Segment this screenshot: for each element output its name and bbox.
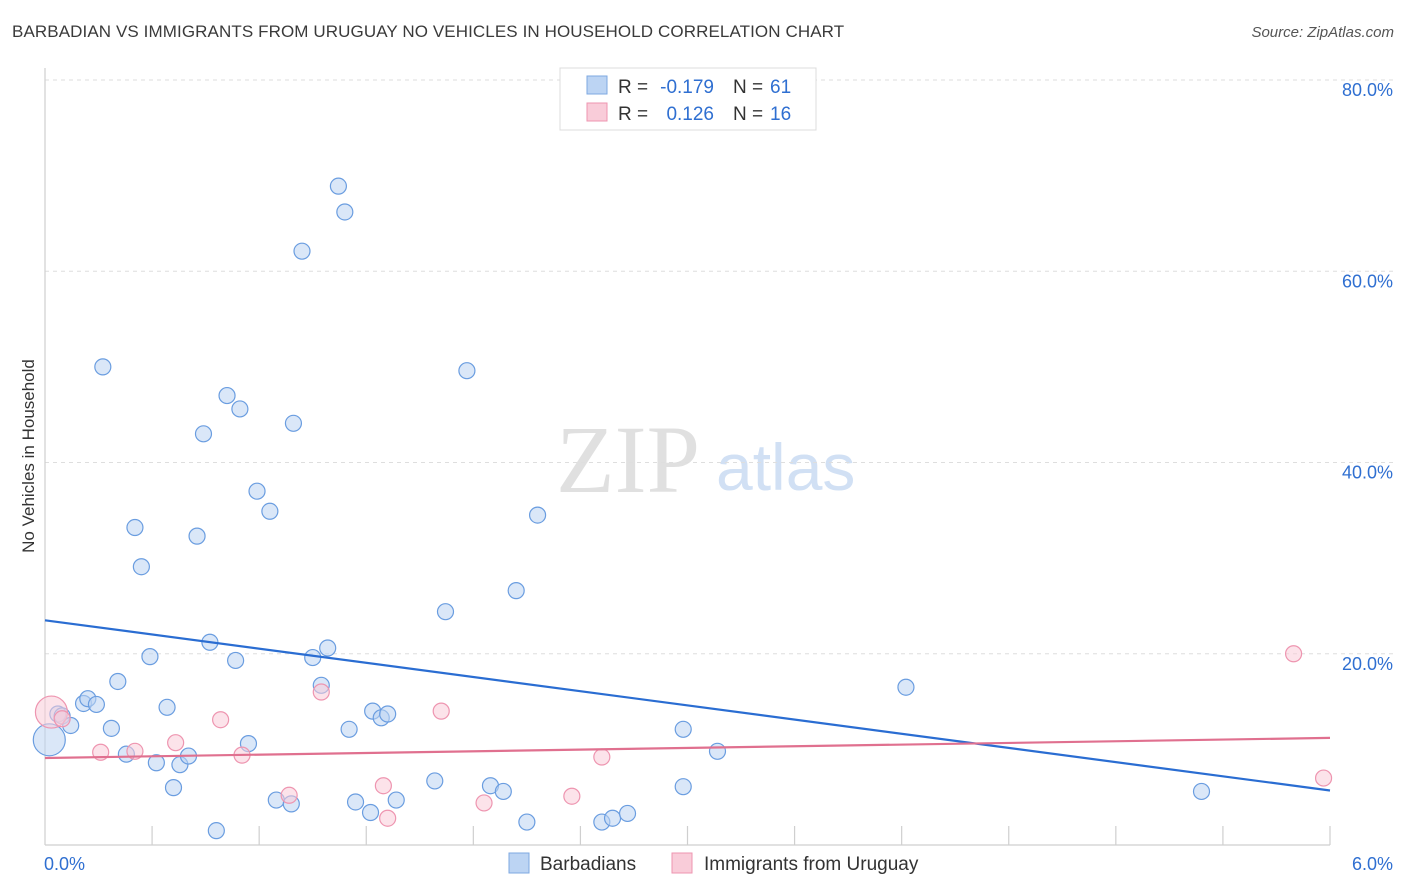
legend-swatch-barbadians: [508, 852, 530, 874]
barbadians-point: [248, 482, 266, 500]
barbadians-point: [458, 362, 476, 380]
barbadians-point: [340, 720, 358, 738]
barbadians-point: [94, 358, 112, 376]
uruguay-point: [379, 809, 397, 827]
barbadians-point: [319, 639, 337, 657]
barbadians-point: [87, 695, 106, 714]
chart-title: BARBADIAN VS IMMIGRANTS FROM URUGUAY NO …: [12, 22, 845, 41]
barbadians-point: [674, 720, 692, 738]
barbadians-point: [109, 672, 127, 691]
series-legend: Barbadians Immigrants from Uruguay: [508, 852, 919, 875]
barbadians-point: [603, 809, 622, 827]
y-tick-label: 20.0%: [1342, 654, 1393, 674]
barbadians-point: [708, 742, 727, 760]
stats-r-value-1: -0.179: [660, 77, 714, 98]
barbadians-point: [897, 678, 915, 696]
uruguay-point: [563, 787, 581, 805]
barbadians-point: [284, 414, 303, 432]
barbadians-point: [293, 242, 311, 260]
stats-swatch-barbadians: [586, 75, 608, 95]
barbadians-point: [218, 386, 236, 405]
uruguay-point: [167, 734, 185, 752]
legend-label-uruguay: Immigrants from Uruguay: [704, 854, 919, 875]
barbadians-point: [346, 793, 365, 811]
watermark-zip: ZIP: [556, 406, 700, 513]
barbadians-point: [261, 502, 279, 520]
stats-n-label-2: N =: [733, 104, 763, 125]
barbadians-point: [436, 603, 455, 621]
barbadians-point: [141, 648, 159, 666]
legend-swatch-uruguay: [671, 852, 693, 874]
y-tick-label: 60.0%: [1342, 271, 1393, 291]
barbadians-trend-line: [44, 619, 1331, 792]
uruguay-point: [432, 702, 450, 720]
barbadians-point: [361, 803, 380, 822]
stats-legend: R = -0.179 N = 61 R = 0.126 N = 16: [559, 67, 817, 131]
barbadians-point: [507, 582, 525, 600]
barbadians-point: [147, 754, 165, 772]
barbadians-point: [207, 822, 225, 840]
y-axis-label: No Vehicles in Household: [19, 359, 38, 553]
trend-lines: [44, 619, 1331, 792]
barbadians-point: [494, 782, 512, 801]
uruguay-point: [126, 742, 144, 760]
barbadians-point: [329, 177, 348, 195]
stats-swatch-uruguay: [586, 102, 608, 122]
barbadians-point: [132, 558, 150, 576]
barbadians-point: [528, 506, 547, 524]
stats-r-label-1: R =: [618, 77, 648, 98]
uruguay-point: [475, 794, 493, 812]
uruguay-point: [53, 710, 71, 728]
barbadians-point: [32, 723, 66, 757]
watermark-atlas: atlas: [716, 430, 855, 504]
barbadians-point: [674, 778, 692, 796]
uruguay-point: [1284, 645, 1303, 663]
y-tick-label: 40.0%: [1342, 463, 1393, 483]
x-tick-label-max: 6.0%: [1352, 854, 1393, 874]
stats-n-value-1: 61: [770, 77, 791, 98]
barbadians-point: [158, 698, 176, 716]
grid-lines: [45, 79, 1394, 655]
barbadians-point: [164, 779, 183, 797]
uruguay-point: [593, 748, 611, 766]
barbadians-point: [336, 203, 354, 221]
stats-n-value-2: 16: [770, 104, 791, 125]
source-label: Source: ZipAtlas.com: [1251, 24, 1394, 41]
uruguay-point: [212, 711, 230, 729]
stats-r-value-2: 0.126: [666, 104, 714, 125]
x-ticks: [151, 826, 1331, 845]
y-tick-labels: 20.0% 40.0% 60.0% 80.0%: [1342, 80, 1393, 674]
barbadians-point: [194, 425, 213, 443]
barbadians-point: [227, 651, 245, 670]
barbadians-point: [1192, 782, 1211, 801]
y-tick-label: 80.0%: [1342, 80, 1393, 100]
uruguay-point: [312, 683, 330, 701]
data-points: [32, 177, 1333, 840]
x-tick-label-min: 0.0%: [44, 854, 85, 874]
barbadians-point: [618, 804, 637, 823]
barbadians-point: [188, 527, 206, 545]
barbadians-point: [102, 719, 120, 737]
barbadians-point: [426, 772, 444, 790]
barbadians-point: [126, 518, 144, 537]
barbadians-point: [379, 705, 397, 723]
uruguay-point: [1314, 769, 1333, 787]
uruguay-trend-line: [44, 736, 1331, 760]
uruguay-point: [280, 786, 298, 804]
barbadians-point: [518, 813, 536, 831]
barbadians-point: [387, 791, 405, 809]
legend-label-barbadians: Barbadians: [540, 854, 636, 875]
stats-r-label-2: R =: [618, 104, 648, 125]
barbadians-point: [231, 400, 249, 418]
uruguay-point: [374, 777, 392, 795]
stats-n-label-1: N =: [733, 77, 763, 98]
